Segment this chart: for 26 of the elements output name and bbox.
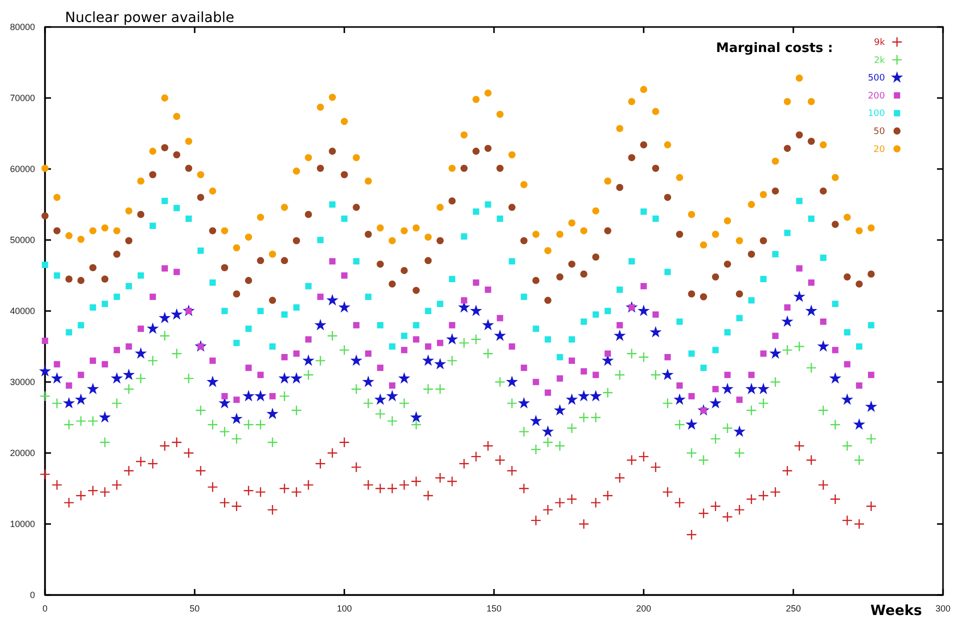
y-tick-label: 10000 — [10, 518, 35, 529]
x-tick-label: 200 — [636, 603, 652, 614]
legend-label: 20 — [874, 144, 886, 155]
x-tick-label: 100 — [336, 603, 352, 614]
y-tick-label: 60000 — [10, 164, 35, 174]
y-tick-label: 20000 — [10, 448, 35, 458]
legend-label: 50 — [874, 127, 886, 137]
legend-label: 9k — [874, 38, 886, 48]
y-tick-label: 0 — [30, 590, 35, 600]
x-axis-title: Weeks — [870, 603, 922, 619]
legend-title: Marginal costs : — [716, 41, 833, 56]
x-tick-label: 300 — [935, 603, 951, 614]
legend-label: 100 — [868, 109, 886, 120]
x-tick-label: 0 — [42, 603, 48, 614]
y-tick-label: 80000 — [10, 22, 35, 32]
y-tick-label: 70000 — [10, 92, 35, 103]
y-tick-label: 40000 — [10, 306, 35, 316]
x-tick-label: 150 — [486, 603, 502, 614]
y-tick-label: 50000 — [10, 234, 35, 245]
x-tick-label: 50 — [190, 603, 200, 614]
chart-title: Nuclear power available — [65, 10, 234, 26]
legend-label: 2k — [874, 56, 886, 66]
x-tick-label: 250 — [786, 603, 801, 614]
y-tick-label: 30000 — [10, 376, 35, 387]
legend-label: 200 — [868, 91, 886, 102]
legend-label: 500 — [868, 74, 886, 84]
